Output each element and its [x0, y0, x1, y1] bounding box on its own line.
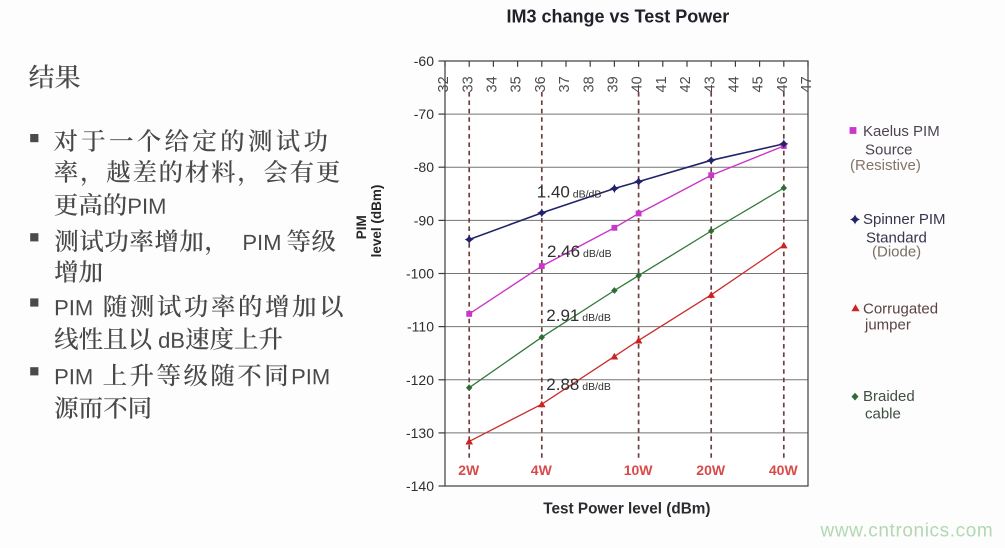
svg-text:-120: -120 — [406, 372, 434, 388]
svg-text:-70: -70 — [414, 106, 434, 122]
svg-text:39: 39 — [606, 76, 622, 92]
svg-text:Standard: Standard — [866, 229, 927, 246]
svg-text:40: 40 — [630, 76, 646, 92]
svg-text:Kaelus PIM: Kaelus PIM — [863, 123, 940, 140]
svg-text:46: 46 — [775, 76, 791, 92]
svg-text:-80: -80 — [414, 159, 434, 175]
svg-text:42: 42 — [678, 76, 694, 92]
svg-text:32: 32 — [436, 76, 452, 92]
svg-text:38: 38 — [581, 76, 597, 92]
svg-text:(Diode): (Diode) — [872, 243, 921, 260]
svg-text:dB/dB: dB/dB — [583, 248, 612, 260]
svg-text:33: 33 — [460, 76, 476, 92]
svg-text:36: 36 — [533, 76, 549, 92]
svg-text:47: 47 — [799, 76, 815, 92]
svg-text:43: 43 — [702, 76, 718, 92]
svg-text:Test Power level (dBm): Test Power level (dBm) — [543, 501, 710, 518]
svg-text:35: 35 — [509, 76, 525, 92]
svg-text:jumper: jumper — [864, 317, 911, 334]
svg-text:dB/dB: dB/dB — [582, 312, 611, 324]
svg-text:-60: -60 — [414, 53, 434, 69]
svg-text:-90: -90 — [414, 212, 434, 228]
svg-text:PIM: PIM — [354, 215, 369, 239]
svg-text:-140: -140 — [406, 478, 434, 494]
svg-text:dB/dB: dB/dB — [573, 188, 602, 200]
svg-text:-100: -100 — [406, 266, 434, 282]
svg-text:Source: Source — [865, 142, 913, 159]
svg-text:2.91: 2.91 — [546, 306, 579, 325]
svg-text:www.cntronics.com: www.cntronics.com — [820, 521, 994, 542]
svg-text:20W: 20W — [696, 462, 726, 478]
svg-text:4W: 4W — [531, 462, 553, 478]
svg-text:Corrugated: Corrugated — [863, 301, 938, 318]
svg-text:40W: 40W — [769, 462, 799, 478]
svg-text:2.88: 2.88 — [546, 375, 579, 394]
svg-text:(Resistive): (Resistive) — [850, 157, 921, 174]
svg-text:37: 37 — [557, 76, 573, 92]
svg-text:45: 45 — [751, 76, 767, 92]
svg-text:10W: 10W — [624, 462, 654, 478]
svg-text:dB/dB: dB/dB — [582, 381, 611, 393]
svg-text:34: 34 — [485, 76, 501, 92]
svg-text:Braided: Braided — [863, 388, 915, 405]
svg-text:-130: -130 — [406, 425, 434, 441]
svg-text:2W: 2W — [458, 462, 480, 478]
svg-text:44: 44 — [727, 76, 743, 92]
svg-text:41: 41 — [654, 76, 670, 92]
svg-text:level (dBm): level (dBm) — [369, 185, 384, 258]
svg-text:cable: cable — [865, 406, 901, 423]
svg-text:1.40: 1.40 — [537, 182, 570, 201]
svg-text:Spinner PIM: Spinner PIM — [863, 211, 946, 228]
svg-text:IM3 change vs Test Power: IM3 change vs Test Power — [507, 7, 730, 27]
svg-text:-110: -110 — [407, 319, 434, 335]
svg-text:2.46: 2.46 — [547, 242, 580, 261]
